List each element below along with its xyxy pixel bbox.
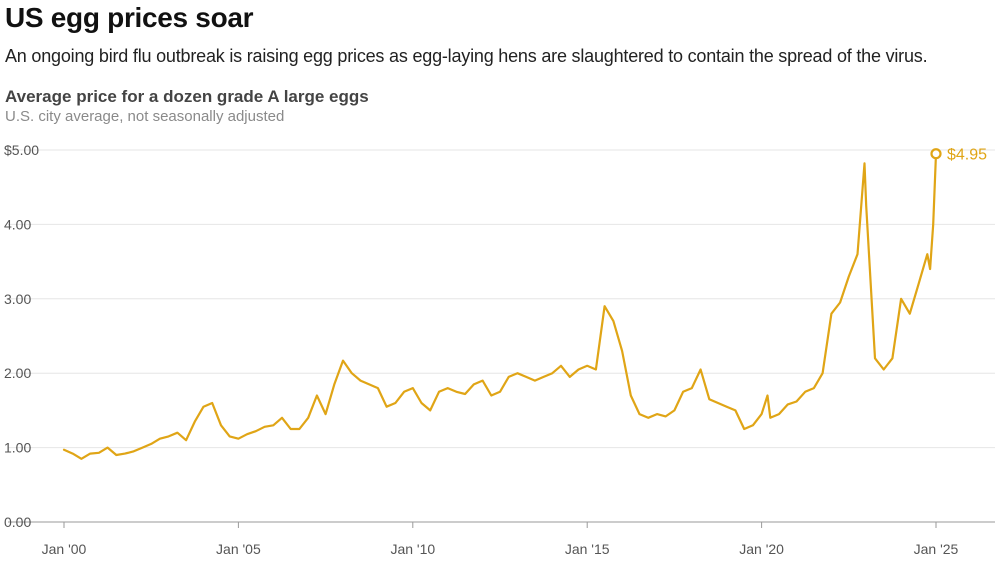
price-line [62,152,938,460]
page-title: US egg prices soar [5,2,254,33]
series-group [62,152,938,460]
x-tick-label: Jan '20 [739,541,784,557]
y-tick-label: 4.00 [4,216,31,232]
end-marker-group: $4.95 [930,147,987,164]
y-tick-label: 3.00 [4,291,31,307]
y-axis: 0.00 1.00 2.00 3.00 4.00 $5.00 [4,142,39,530]
x-tick-label: Jan '05 [216,541,261,557]
gridlines [8,149,995,523]
x-axis: Jan '00 Jan '05 Jan '10 Jan '15 Jan '20 Jan '… [42,522,959,557]
x-tick-label: Jan '15 [565,541,610,557]
x-tick-label: Jan '00 [42,541,87,557]
y-tick-label: $5.00 [4,142,39,158]
y-tick-label: 0.00 [4,514,31,530]
end-point-marker [930,148,942,160]
y-tick-label: 2.00 [4,365,31,381]
end-value-label: $4.95 [947,147,987,164]
chart-title: Average price for a dozen grade A large … [5,87,369,106]
x-tick-label: Jan '10 [390,541,435,557]
x-tick-label: Jan '25 [914,541,959,557]
page-subtitle: An ongoing bird flu outbreak is raising … [5,46,928,66]
y-tick-label: 1.00 [4,440,31,456]
chart-subtitle: U.S. city average, not seasonally adjust… [5,108,285,125]
